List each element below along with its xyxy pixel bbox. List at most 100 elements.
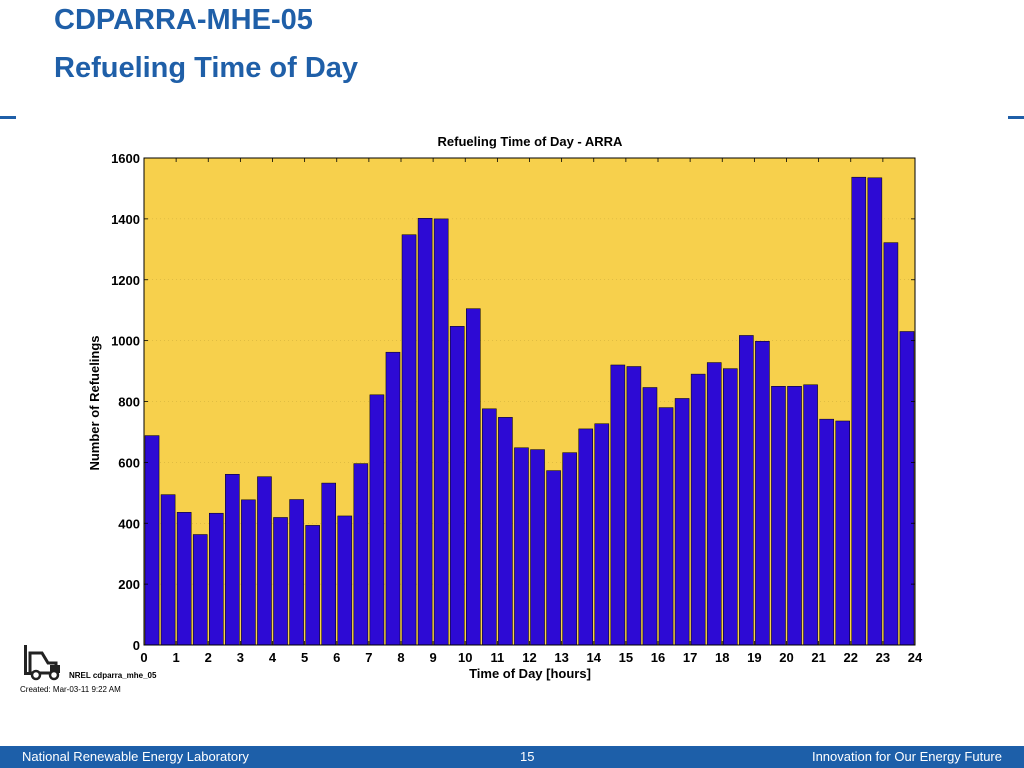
- forklift-icon: [24, 645, 60, 681]
- bar: [674, 398, 690, 646]
- axis-ticks: [143, 157, 916, 646]
- bar: [289, 499, 304, 646]
- y-tick-label: 1200: [111, 273, 140, 288]
- bar: [209, 512, 224, 646]
- bar: [578, 428, 593, 646]
- x-tick-label: 18: [715, 650, 729, 665]
- x-tick-label: 5: [301, 650, 308, 665]
- bar: [803, 384, 818, 646]
- chart-title: Refueling Time of Day - ARRA: [438, 134, 624, 149]
- y-tick-labels: 0 200 400 600 800 1000 1200 1400 1600: [111, 151, 140, 653]
- bar: [658, 407, 674, 646]
- bar: [305, 525, 320, 646]
- y-tick-label: 600: [118, 455, 140, 470]
- x-tick-label: 21: [811, 650, 825, 665]
- bar: [192, 534, 208, 646]
- x-tick-label: 23: [876, 650, 890, 665]
- bar: [337, 515, 353, 646]
- x-tick-label: 4: [269, 650, 277, 665]
- x-tick-label: 6: [333, 650, 340, 665]
- bar: [176, 512, 192, 646]
- footer-organization: National Renewable Energy Laboratory: [22, 749, 249, 764]
- footer-bar: National Renewable Energy Laboratory 15 …: [0, 746, 1024, 768]
- x-tick-label: 20: [779, 650, 793, 665]
- bar: [273, 517, 288, 646]
- x-tick-label: 3: [237, 650, 244, 665]
- bar: [498, 417, 513, 646]
- bar: [690, 373, 706, 646]
- bar: [851, 176, 867, 646]
- x-tick-label: 16: [651, 650, 665, 665]
- bar: [867, 177, 883, 646]
- bar: [225, 473, 240, 646]
- footer-tagline: Innovation for Our Energy Future: [811, 749, 1002, 764]
- bar: [241, 499, 256, 646]
- y-tick-label: 1000: [111, 334, 140, 349]
- bar: [401, 234, 417, 646]
- bar-chart: Refueling Time of Day - ARRA 02004006008…: [87, 134, 923, 681]
- bar: [530, 449, 545, 646]
- bar: [899, 331, 915, 646]
- created-timestamp: Created: Mar-03-11 9:22 AM: [20, 685, 121, 694]
- bar: [739, 335, 754, 646]
- y-tick-label: 200: [118, 577, 140, 592]
- x-tick-label: 10: [458, 650, 472, 665]
- x-tick-labels: 0 1 2 3 4 5 6 7 8 9 10 11 12 13 14 15 16 17 18 19 20 21 22 23 24: [140, 650, 923, 665]
- x-tick-label: 9: [430, 650, 437, 665]
- x-tick-label: 13: [554, 650, 568, 665]
- bar: [883, 242, 899, 646]
- x-tick-label: 14: [587, 650, 602, 665]
- bar: [755, 340, 770, 646]
- bar: [257, 476, 272, 646]
- bar: [594, 423, 610, 646]
- x-tick-label: 11: [491, 650, 505, 665]
- bar: [562, 452, 577, 646]
- x-tick-label: 2: [205, 650, 212, 665]
- title-accent-left: [0, 116, 16, 119]
- bar: [771, 386, 786, 646]
- x-tick-label: 19: [747, 650, 761, 665]
- bar: [514, 447, 529, 646]
- x-tick-label: 17: [683, 650, 697, 665]
- x-axis-label: Time of Day [hours]: [469, 666, 591, 681]
- bar: [610, 364, 626, 646]
- y-tick-label: 400: [118, 516, 140, 531]
- x-tick-label: 22: [844, 650, 858, 665]
- x-tick-label: 15: [619, 650, 633, 665]
- bar: [466, 308, 481, 646]
- y-axis-label: Number of Refuelings: [87, 335, 102, 470]
- bar: [144, 435, 160, 646]
- bar: [723, 368, 738, 646]
- bar: [385, 351, 401, 646]
- bar: [369, 394, 385, 646]
- bar: [706, 362, 722, 646]
- bar: [417, 218, 433, 646]
- x-tick-label: 7: [365, 650, 372, 665]
- slide-title-line-2: Refueling Time of Day: [54, 52, 359, 84]
- x-tick-label: 8: [397, 650, 404, 665]
- footer-page-number: 15: [520, 749, 535, 764]
- bar: [819, 418, 834, 646]
- bar: [449, 326, 465, 646]
- bar: [787, 386, 802, 646]
- bar: [546, 470, 561, 646]
- bar: [160, 494, 176, 646]
- logo-caption: NREL cdparra_mhe_05: [69, 671, 157, 680]
- x-tick-label: 24: [908, 650, 923, 665]
- bar: [835, 420, 850, 646]
- x-tick-label: 1: [173, 650, 180, 665]
- y-tick-label: 1400: [111, 212, 140, 227]
- bar: [433, 218, 449, 646]
- y-tick-label: 1600: [111, 151, 140, 166]
- x-tick-label: 0: [140, 650, 147, 665]
- bar: [482, 408, 497, 646]
- title-accent-right: [1008, 116, 1024, 119]
- y-tick-label: 800: [118, 395, 140, 410]
- x-tick-label: 12: [522, 650, 536, 665]
- bar: [321, 482, 336, 646]
- bars: [144, 176, 915, 646]
- y-tick-label: 0: [133, 638, 140, 653]
- bar: [626, 366, 642, 646]
- bar: [353, 463, 369, 646]
- bar: [642, 387, 658, 646]
